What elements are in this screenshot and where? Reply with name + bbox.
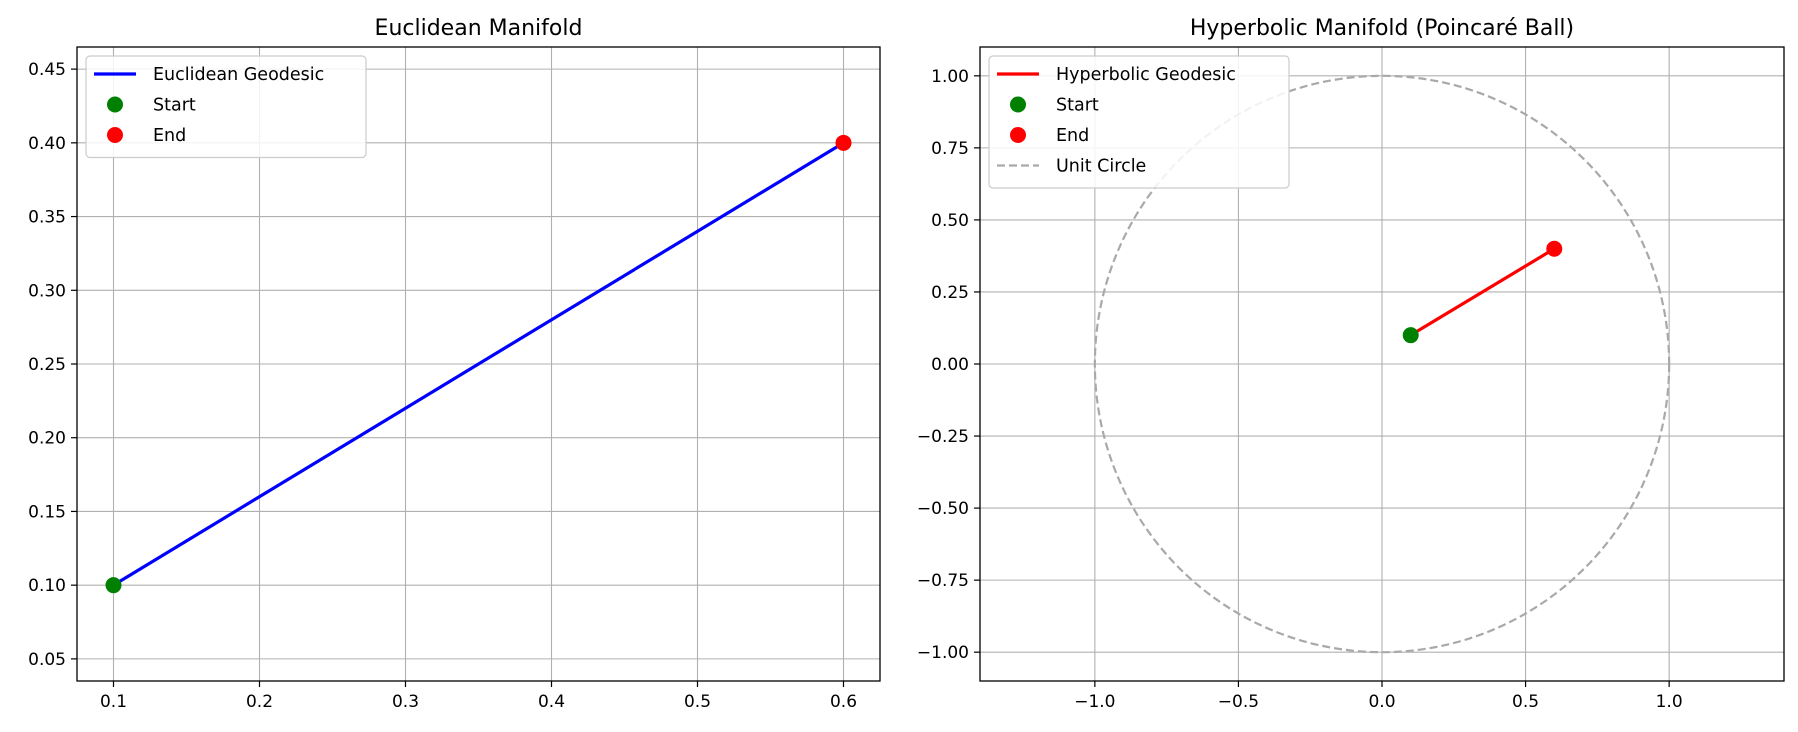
y-tick-label: −1.00 — [917, 643, 969, 663]
y-tick-label: 0.75 — [931, 139, 969, 159]
legend-label-euclidean-geodesic: Euclidean Geodesic — [153, 65, 324, 85]
start-point — [1402, 327, 1419, 344]
x-tick-label: 0.0 — [1368, 692, 1395, 712]
legend-label-start: Start — [1056, 96, 1099, 116]
legend-label-end: End — [153, 126, 186, 146]
hyperbolic-chart-panel: −1.0 −0.5 0.0 0.5 1.0 −1.00 −0.75 −0.50 −0.25 0.0… — [917, 16, 1785, 712]
end-point — [1546, 240, 1563, 257]
x-tick-label: 0.2 — [246, 692, 273, 712]
legend-label-unit-circle: Unit Circle — [1056, 157, 1146, 177]
euclidean-plot-area — [112, 141, 845, 587]
y-tick-label: 0.25 — [28, 355, 66, 375]
euclidean-chart-panel: 0.1 0.2 0.3 0.4 0.5 0.6 0.05 0.10 0.15 0.20 0.25 0.… — [28, 16, 881, 712]
x-tick-label: 0.5 — [684, 692, 711, 712]
y-tick-label: 0.20 — [28, 429, 66, 449]
y-tick-label: 0.35 — [28, 208, 66, 228]
euclidean-geodesic-series — [112, 141, 845, 587]
legend-marker-swatch — [1010, 127, 1026, 143]
legend-marker-swatch — [107, 127, 123, 143]
x-tick-label: −1.0 — [1074, 692, 1115, 712]
y-tick-label: −0.25 — [917, 427, 969, 447]
x-tick-label: 0.6 — [830, 692, 857, 712]
y-tick-label: 0.10 — [28, 576, 66, 596]
legend-marker-swatch — [1010, 96, 1026, 113]
y-tick-label: 0.40 — [28, 134, 66, 154]
x-tick-label: 0.3 — [392, 692, 419, 712]
y-tick-label: −0.50 — [917, 499, 969, 519]
hyperbolic-chart-title: Hyperbolic Manifold (Poincaré Ball) — [1190, 16, 1574, 41]
x-tick-label: 0.1 — [100, 692, 127, 712]
legend-frame — [85, 55, 367, 159]
y-tick-label: 0.50 — [931, 211, 969, 231]
y-tick-label: 0.25 — [931, 283, 969, 303]
start-point — [105, 577, 122, 594]
legend-label-start: Start — [153, 96, 196, 116]
x-tick-label: 0.5 — [1512, 692, 1539, 712]
y-tick-label: 1.00 — [931, 67, 969, 87]
x-tick-label: 1.0 — [1656, 692, 1683, 712]
hyperbolic-geodesic-series — [1409, 247, 1556, 337]
x-tick-label: 0.4 — [538, 692, 565, 712]
y-tick-label: 0.15 — [28, 502, 66, 522]
hyperbolic-legend: Hyperbolic Geodesic Start End Unit Circle — [988, 55, 1290, 189]
y-tick-label: −0.75 — [917, 571, 969, 591]
end-point — [835, 134, 852, 151]
legend-frame — [988, 55, 1290, 189]
y-tick-label: 0.05 — [28, 650, 66, 670]
euclidean-legend: Euclidean Geodesic Start End — [85, 55, 367, 159]
y-tick-label: 0.00 — [931, 355, 969, 375]
legend-label-hyperbolic-geodesic: Hyperbolic Geodesic — [1056, 65, 1236, 85]
unit-circle-series — [1093, 74, 1671, 654]
legend-label-end: End — [1056, 126, 1089, 146]
hyperbolic-plot-area — [1093, 74, 1671, 654]
euclidean-chart-title: Euclidean Manifold — [375, 16, 583, 41]
y-tick-label: 0.30 — [28, 281, 66, 301]
x-tick-label: −0.5 — [1218, 692, 1259, 712]
legend-marker-swatch — [107, 96, 123, 113]
y-tick-label: 0.45 — [28, 60, 66, 80]
